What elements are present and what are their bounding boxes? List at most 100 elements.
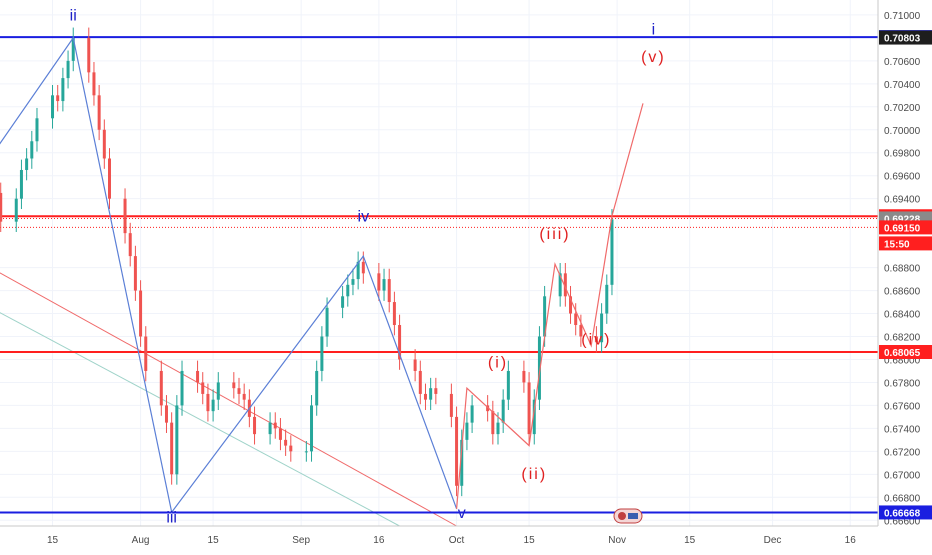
candle-body [522,370,526,383]
candle-body [558,273,562,297]
candle-body [66,60,70,79]
candle-body [465,422,469,440]
wave-label: (i) [488,355,508,372]
candle-body [449,393,453,417]
channel-line [0,312,400,527]
candle-body [278,428,282,440]
price-badge-bg [879,236,932,251]
y-tick-label: 0.68800 [884,264,921,275]
candle-body [216,382,220,400]
candle-body [413,359,417,371]
candle-body [56,95,60,102]
wave-label: (v) [641,49,666,66]
candle-body [377,273,381,291]
price-badge-label: 0.69150 [884,223,921,234]
x-tick-label: 16 [373,535,385,546]
candle-body [159,370,163,406]
candle-body [325,307,329,337]
price-badge-label: 0.68065 [884,348,921,359]
candle-body [61,78,65,102]
x-tick-label: Oct [449,535,465,546]
candle-body [361,261,365,274]
y-tick-label: 0.67800 [884,378,921,389]
y-tick-label: 0.67600 [884,401,921,412]
y-tick-label: 0.67200 [884,447,921,458]
candle-body [460,439,464,486]
candle-body [289,445,293,452]
y-tick-label: 0.68200 [884,333,921,344]
candle-body [164,405,168,423]
candle-body [346,284,350,297]
candle-body [501,399,505,423]
wave-label: iii [166,510,177,527]
price-badge: 0.70803 [879,30,932,45]
x-tick-label: Dec [764,535,782,546]
flag-icon[interactable] [613,508,643,524]
candle-body [0,192,3,222]
candle-body [71,37,75,61]
candle-body [108,158,111,199]
wave-label: iv [358,209,370,226]
candle-body [605,284,609,314]
wave-label: i [652,21,656,38]
candle-body [315,370,319,406]
y-tick-label: 0.68600 [884,287,921,298]
candle-body [128,233,132,257]
wave-path-red [456,103,644,509]
candle-body [594,336,598,343]
y-tick-label: 0.69400 [884,195,921,206]
y-tick-label: 0.70600 [884,57,921,68]
wave-label: (ii) [521,466,547,483]
y-tick-label: 0.66600 [884,516,921,527]
candle-body [304,451,308,453]
candle-body [211,399,215,412]
candle-body [14,198,18,222]
candle-body [455,416,459,486]
candle-body [506,370,510,400]
x-tick-label: 16 [845,535,857,546]
candle-body [356,261,360,280]
candle-body [429,388,433,400]
wave-label: v [458,505,466,522]
price-badge-label: 0.69228 [884,214,921,225]
candle-body [232,382,236,389]
x-tick-label: Nov [608,535,626,546]
candle-body [87,37,91,73]
candlesticks [0,27,614,497]
candle-body [284,439,288,446]
candle-body [102,129,106,159]
wave-paths [0,36,644,514]
y-tick-label: 0.68400 [884,310,921,321]
candle-body [310,405,314,452]
price-badge: 0.68065 [879,345,932,360]
price-badge-bg [879,345,932,360]
candle-body [496,422,500,435]
candle-body [97,95,101,130]
x-tick-label: 15 [684,535,696,546]
y-tick-label: 0.68000 [884,355,921,366]
time-axis[interactable]: 15 Aug 15 Sep 16 Oct 15 Nov 15 Dec 16 [47,535,856,546]
candle-body [133,256,137,291]
horizontal-levels [0,36,878,514]
candle-body [527,382,531,435]
y-tick-label: 0.70400 [884,80,921,91]
candle-body [123,198,127,234]
candle-body [610,219,614,285]
candle-body [387,279,391,303]
x-tick-label: 15 [208,535,220,546]
candle-body [139,290,143,337]
candle-body [273,422,277,429]
candle-body [351,279,355,285]
candle-body [268,422,272,435]
candle-body [180,370,184,406]
y-tick-label: 0.70000 [884,126,921,137]
candle-body [170,422,174,475]
price-badge-label: 0.66668 [884,508,921,519]
candle-body [144,336,148,371]
y-tick-label: 0.69800 [884,149,921,160]
price-axis[interactable]: 0.71000 0.70600 0.70400 0.70200 0.70000 0.698… [884,11,921,527]
